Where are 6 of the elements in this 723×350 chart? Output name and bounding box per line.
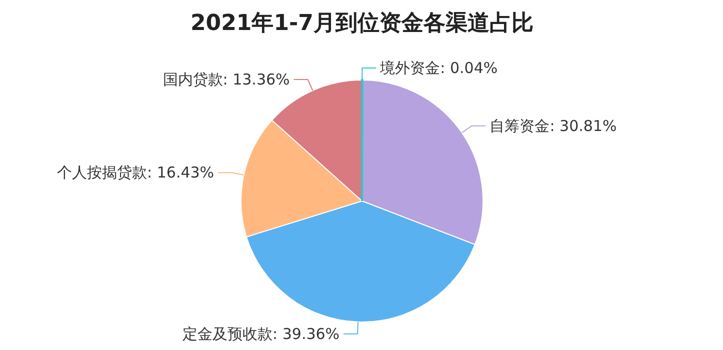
- slice-label: 自筹资金: 30.81%: [490, 116, 617, 135]
- slice-label: 国内贷款: 13.36%: [162, 70, 290, 89]
- slice-label: 定金及预收款: 39.36%: [182, 324, 340, 343]
- chart-title: 2021年1-7月到位资金各渠道占比: [190, 11, 534, 36]
- slice-label: 境外资金: 0.04%: [379, 59, 498, 77]
- slice-label: 个人按揭贷款: 16.43%: [57, 164, 214, 182]
